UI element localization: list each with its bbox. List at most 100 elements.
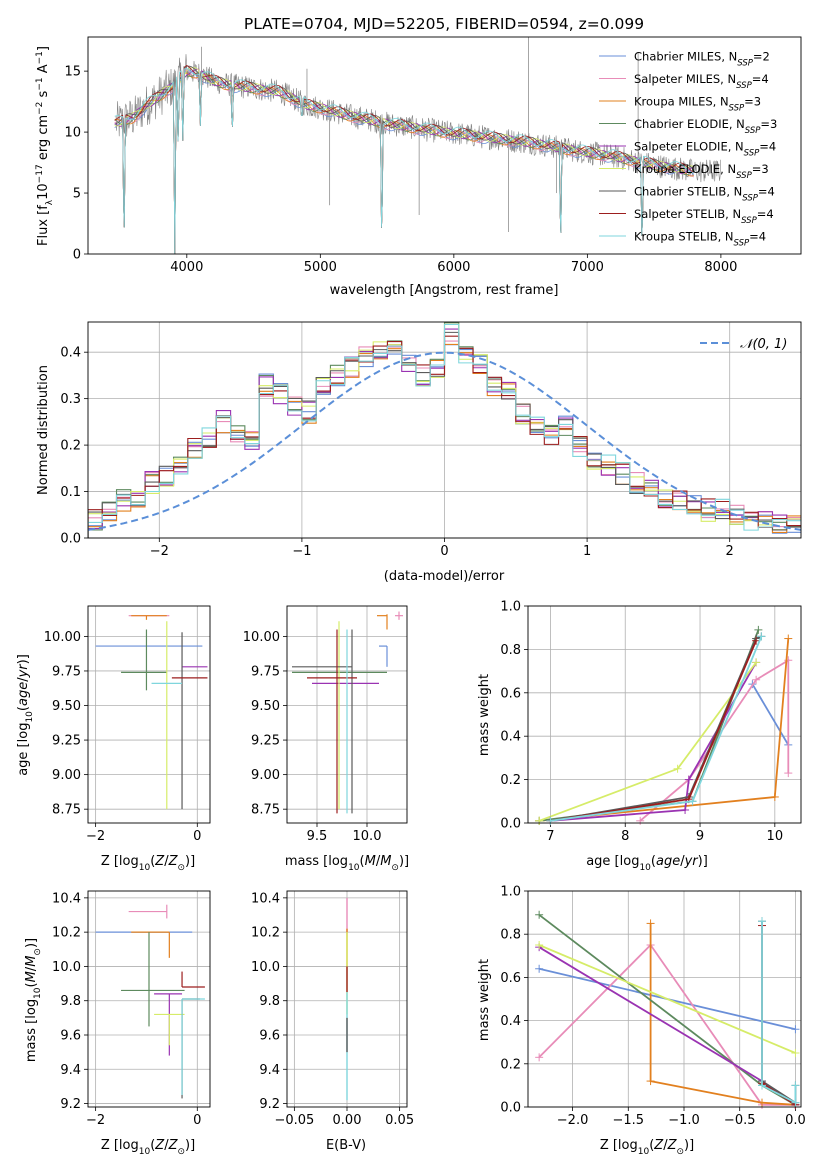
model-spectrum-line	[114, 64, 695, 254]
ebv-mass-panel: E(B-V) −0.05 0.00 0.05 9.2 9.4 9.6 9.8 10.0 10.2…	[251, 890, 414, 1153]
y-tick-label: 1.0	[500, 885, 521, 900]
y-tick-label: 9.25	[251, 734, 280, 749]
spectrum-panel: Flux [fλ10−17 erg cm−2 s−1 A−1] waveleng…	[35, 36, 802, 298]
y-tick-label: 0.6	[500, 686, 521, 701]
weight-series-line	[538, 914, 796, 1106]
y-tick-label: 10.4	[251, 891, 280, 906]
y-tick-label: 9.6	[60, 1029, 81, 1044]
x-tick-label: 10.0	[353, 829, 382, 844]
y-tick-label: 10.00	[44, 630, 81, 645]
x-tick-label: 8	[621, 829, 629, 844]
x-tick-label: 0	[193, 829, 201, 844]
z-age-ylabel: age [log10(age/yr)]	[16, 654, 35, 776]
y-tick-label: 10.0	[52, 960, 81, 975]
x-tick-label: 8000	[704, 260, 737, 275]
x-tick-label: −0.5	[724, 1113, 756, 1128]
x-tick-label: −2.0	[557, 1113, 589, 1128]
y-tick-label: 0.4	[60, 346, 81, 361]
weight-series-line	[751, 683, 790, 746]
axes-frame	[527, 890, 802, 1108]
x-tick-label: 0.05	[385, 1113, 414, 1128]
y-tick-label: 8.75	[251, 803, 280, 818]
y-tick-label: 9.50	[52, 699, 81, 714]
weight-series-line	[550, 635, 762, 822]
y-tick-label: 9.8	[259, 994, 280, 1009]
legend-label: Chabrier STELIB, NSSP=4	[634, 185, 775, 204]
y-tick-label: 0.6	[500, 971, 521, 986]
x-tick-label: 9	[696, 829, 704, 844]
z-age-panel: age [log10(age/yr)] Z [log10(Z/Z⊙)] −2 0 8…	[16, 605, 211, 873]
z-weight-ylabel: mass weight	[477, 959, 492, 1041]
weight-series-line	[538, 661, 757, 822]
x-tick-label: −2	[150, 544, 169, 559]
y-tick-label: 10.00	[243, 630, 280, 645]
legend-label: 𝒩(0, 1)	[740, 337, 787, 352]
weight-series-line	[761, 921, 797, 1105]
y-tick-label: 0.4	[500, 730, 521, 745]
y-tick-label: 10.4	[52, 891, 81, 906]
y-tick-label: 9.6	[259, 1029, 280, 1044]
x-tick-label: 0	[440, 544, 448, 559]
legend-label: Kroupa STELIB, NSSP=4	[634, 230, 766, 249]
y-tick-label: 9.50	[251, 699, 280, 714]
figure-title: PLATE=0704, MJD=52205, FIBERID=0594, z=0…	[244, 15, 644, 33]
mass-age-xlabel: mass [log10(M/M⊙)]	[285, 854, 409, 873]
y-tick-label: 9.8	[60, 994, 81, 1009]
y-tick-label: 0.8	[500, 928, 521, 943]
mass-age-panel: mass [log10(M/M⊙)] 9.5 10.0 8.75 9.00 9.25 9.…	[243, 605, 409, 873]
y-tick-label: 0.2	[500, 1057, 521, 1072]
residuals-panel: Normed distribution (data-model)/error −…	[36, 321, 802, 584]
y-tick-label: 0.4	[500, 1014, 521, 1029]
observed-spectrum-line	[115, 54, 721, 183]
legend-label: Salpeter STELIB, NSSP=4	[634, 207, 774, 226]
y-tick-label: 0.2	[60, 439, 81, 454]
legend-label: Salpeter ELODIE, NSSP=4	[634, 140, 776, 159]
axes-frame	[87, 605, 211, 824]
y-tick-label: 10	[64, 126, 81, 141]
axes-frame	[87, 890, 211, 1108]
model-spectrum-line	[114, 65, 695, 254]
y-tick-label: 10.0	[251, 960, 280, 975]
model-spectrum-line	[114, 69, 695, 254]
ebv-mass-xlabel: E(B-V)	[326, 1138, 366, 1153]
y-tick-label: 10.2	[251, 926, 280, 941]
y-tick-label: 0.0	[500, 1101, 521, 1116]
weight-series-line	[538, 943, 796, 1106]
histogram-step-line	[88, 323, 801, 538]
y-tick-label: 0.0	[60, 532, 81, 547]
age-weight-xlabel: age [log10(age/yr)]	[586, 854, 708, 873]
y-tick-label: 9.25	[52, 734, 81, 749]
y-tick-label: 9.4	[259, 1063, 280, 1078]
z-mass-ylabel: mass [log10(M/M⊙)]	[24, 938, 43, 1062]
model-spectrum-line	[114, 72, 695, 254]
y-tick-label: 8.75	[52, 803, 81, 818]
model-spectrum-line	[114, 70, 695, 254]
weight-series-line	[761, 925, 796, 1106]
x-tick-label: −2	[86, 1113, 105, 1128]
residuals-ylabel: Normed distribution	[36, 365, 51, 495]
model-spectrum-line	[114, 67, 694, 254]
x-tick-label: 7000	[571, 260, 604, 275]
weight-series-line	[550, 636, 763, 822]
x-tick-label: 0.0	[785, 1113, 806, 1128]
residuals-xlabel: (data-model)/error	[384, 569, 505, 584]
legend-label: Salpeter MILES, NSSP=4	[634, 72, 769, 91]
y-tick-label: 9.75	[52, 664, 81, 679]
axes-frame	[87, 321, 802, 539]
y-tick-label: 0	[73, 248, 81, 263]
age-weight-panel: mass weight age [log10(age/yr)] 7 8 9 10 0.0…	[477, 600, 802, 873]
axes-frame	[87, 36, 802, 255]
x-tick-label: −2	[86, 829, 105, 844]
model-spectrum-line	[114, 68, 694, 254]
x-tick-label: 0.00	[333, 1113, 362, 1128]
x-tick-label: 10	[767, 829, 784, 844]
x-tick-label: −1.0	[668, 1113, 700, 1128]
z-age-xlabel: Z [log10(Z/Z⊙)]	[101, 854, 195, 873]
y-tick-label: 9.75	[251, 664, 280, 679]
x-tick-label: 5000	[304, 260, 337, 275]
axes-frame	[286, 605, 408, 824]
x-tick-label: −1	[292, 544, 311, 559]
x-tick-label: −1.5	[612, 1113, 644, 1128]
y-tick-label: 0.8	[500, 643, 521, 658]
